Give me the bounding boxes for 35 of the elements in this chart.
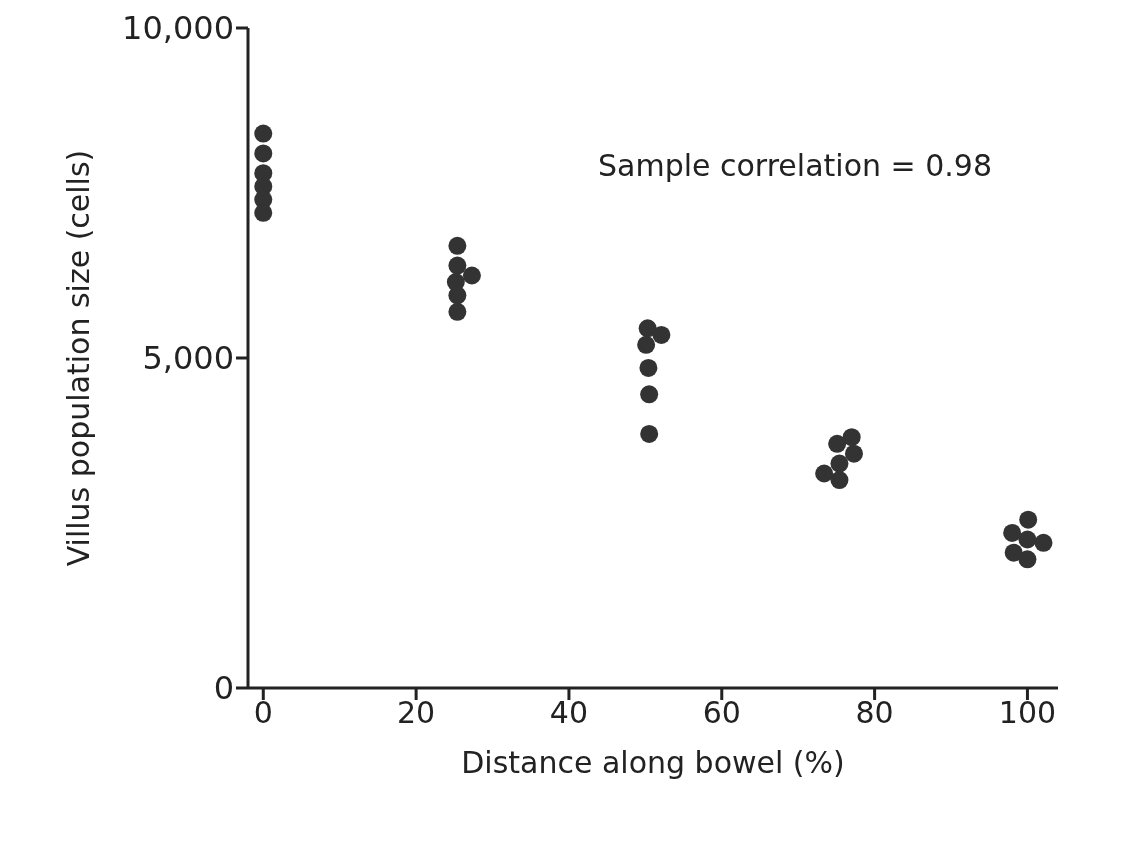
x-tick-label: 20 [397,695,436,731]
y-tick-label: 10,000 [122,9,234,48]
point [448,236,467,255]
point [448,286,467,305]
x-tick-label: 0 [253,695,273,731]
point [1018,530,1037,549]
x-tick-label: 100 [998,695,1057,731]
point [830,471,849,490]
point [462,266,481,285]
x-axis-title: Distance along bowel (%) [461,745,845,780]
point [652,325,671,344]
point [640,424,659,443]
point [828,434,847,453]
point [1018,550,1037,569]
point [637,335,656,354]
point [1004,543,1023,562]
x-tick-label: 80 [855,695,894,731]
point [830,454,849,473]
point [1003,523,1022,542]
point [254,124,273,143]
annotation: Sample correlation = 0.98 [598,148,992,183]
y-axis-title: Villus population size (cells) [60,149,96,567]
y-tick-label: 5,000 [142,339,234,378]
point [842,428,861,447]
point [448,256,467,275]
point [448,302,467,321]
point [254,144,273,163]
point [1034,533,1053,552]
point [815,464,834,483]
point [1019,510,1038,529]
point [640,385,659,404]
point [844,444,863,463]
point [639,358,658,377]
x-tick-label: 40 [549,695,589,731]
x-tick-label: 60 [702,695,741,731]
